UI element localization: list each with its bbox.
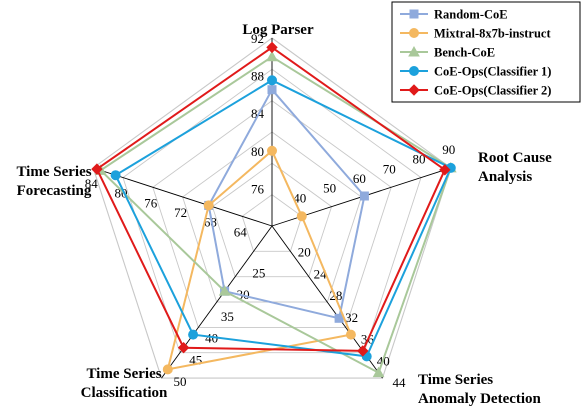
legend-marker <box>409 9 419 19</box>
data-point <box>266 41 278 54</box>
tick-label: 44 <box>393 375 407 390</box>
tick-label: 80 <box>251 144 264 159</box>
tick-label: 64 <box>234 224 248 239</box>
legend-label: Random-CoE <box>434 8 508 22</box>
tick-label: 25 <box>252 266 265 281</box>
axis-title: Time Series <box>86 366 161 382</box>
tick-label: 35 <box>221 309 234 324</box>
legend-marker <box>409 28 419 38</box>
legend-label: CoE-Ops(Classifier 1) <box>434 65 551 79</box>
series-4 <box>91 41 451 357</box>
data-point <box>267 75 277 86</box>
tick-label: 40 <box>293 190 306 205</box>
grid-ring <box>122 68 422 354</box>
series-line <box>99 55 453 375</box>
legend-marker <box>408 84 420 96</box>
tick-label: 76 <box>251 181 265 196</box>
tick-label: 80 <box>413 152 426 167</box>
tick-label: 50 <box>174 374 187 389</box>
axis-title: Root Cause <box>478 150 552 166</box>
data-point <box>359 191 369 201</box>
data-point <box>267 85 277 95</box>
series-line <box>166 149 353 371</box>
axis-title: Time Series <box>16 164 91 180</box>
data-point <box>345 329 356 340</box>
data-point <box>91 163 103 175</box>
legend-label: Mixtral-8x7b-instruct <box>434 27 551 41</box>
tick-label: 50 <box>323 181 336 196</box>
axis-label-layer: Log Parser Root Cause Analysis Time Series A… <box>16 22 552 407</box>
data-point <box>296 211 307 222</box>
grid-layer <box>92 37 452 379</box>
tick-label: 88 <box>251 69 264 84</box>
data-point <box>357 345 369 357</box>
legend-marker <box>409 66 419 76</box>
axis-title: Log Parser <box>242 22 314 38</box>
data-point <box>267 145 277 156</box>
tick-label: 70 <box>383 161 396 176</box>
tick-label: 68 <box>204 215 217 230</box>
legend-label: Bench-CoE <box>434 46 495 60</box>
tick-label: 32 <box>345 310 358 325</box>
axis-spoke <box>93 167 273 227</box>
axis-title: Time Series <box>418 372 493 388</box>
axis-title: Classification <box>81 385 168 401</box>
axis-spoke <box>161 225 273 379</box>
tick-label: 72 <box>174 205 187 220</box>
tick-label: 84 <box>85 176 99 191</box>
grid-ring <box>211 162 333 278</box>
data-point <box>203 200 214 211</box>
data-point <box>188 329 199 340</box>
tick-label: 20 <box>298 245 311 260</box>
data-point <box>218 285 231 296</box>
series-line <box>95 46 447 352</box>
axis-title: Analysis <box>478 169 532 185</box>
legend: Random-CoE Mixtral-8x7b-instruct Bench-CoE… <box>391 1 581 103</box>
data-point <box>372 366 385 378</box>
tick-label: 90 <box>442 142 455 157</box>
tick-label: 40 <box>205 331 218 346</box>
tick-label: 92 <box>251 31 264 46</box>
grid-ring <box>152 100 392 328</box>
series-1 <box>162 145 356 375</box>
data-point <box>110 170 121 181</box>
grid-ring <box>92 37 452 379</box>
tick-label: 76 <box>144 195 158 210</box>
series-line <box>207 87 366 320</box>
axis-title: Forecasting <box>17 183 92 199</box>
axis-title: Anomaly Detection <box>418 391 542 407</box>
data-point <box>162 364 173 375</box>
legend-label: CoE-Ops(Classifier 2) <box>434 84 551 98</box>
tick-label: 80 <box>115 186 128 201</box>
data-point <box>177 341 190 354</box>
series-layer <box>91 41 457 378</box>
data-point <box>439 164 451 176</box>
data-point <box>266 50 278 62</box>
legend-marker <box>408 45 420 57</box>
tick-label: 60 <box>353 171 366 186</box>
grid-ring <box>241 194 303 252</box>
